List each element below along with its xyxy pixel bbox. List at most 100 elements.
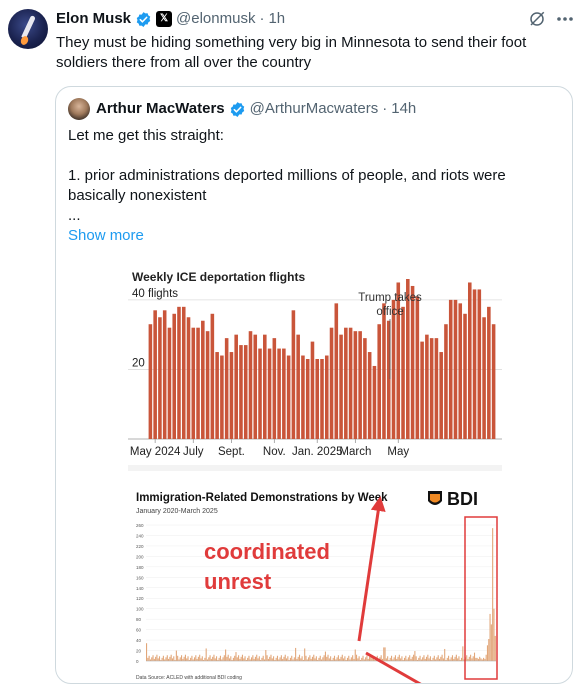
bar xyxy=(401,656,403,661)
bar xyxy=(461,657,463,661)
quote-line: Let me get this straight: xyxy=(68,127,224,144)
bar xyxy=(181,655,183,661)
bar xyxy=(258,348,262,439)
bar xyxy=(370,654,372,661)
annotation-line: coordinated xyxy=(204,539,330,564)
bar xyxy=(157,658,159,661)
bar xyxy=(349,659,351,661)
bar xyxy=(324,355,329,439)
bar xyxy=(192,659,194,661)
bar xyxy=(183,656,185,661)
bar xyxy=(454,656,456,661)
bar xyxy=(426,656,428,661)
bar xyxy=(203,659,205,661)
bar xyxy=(429,338,434,439)
bar xyxy=(297,656,299,661)
bar xyxy=(244,656,246,661)
bar xyxy=(333,655,336,661)
bar xyxy=(324,651,326,661)
bar xyxy=(304,648,306,661)
bar xyxy=(298,654,301,661)
bar xyxy=(490,624,492,661)
bar xyxy=(391,655,393,661)
quote-author-handle[interactable]: @ArthurMacwaters xyxy=(249,100,379,117)
chart1-bars xyxy=(148,279,496,439)
show-more-link[interactable]: Show more xyxy=(68,227,144,244)
bar xyxy=(220,355,224,439)
quote-media[interactable]: Weekly ICE deportation flights 40 flight… xyxy=(128,259,502,683)
chart1-annotation: Trump takes xyxy=(358,292,422,304)
bar xyxy=(196,327,200,439)
bar xyxy=(453,299,458,439)
bar xyxy=(263,334,267,439)
bar xyxy=(275,657,277,661)
bar xyxy=(223,655,225,661)
bar xyxy=(271,658,273,661)
bar xyxy=(439,352,443,439)
quote-header: Arthur MacWaters @ArthurMacwaters · 14h xyxy=(96,100,416,118)
bar xyxy=(267,348,272,439)
bar xyxy=(337,655,339,661)
bar xyxy=(371,658,373,661)
bar xyxy=(210,658,212,661)
bar xyxy=(167,327,172,439)
bar xyxy=(343,658,345,661)
bar xyxy=(315,656,317,661)
bar xyxy=(335,659,337,661)
bar xyxy=(375,657,377,661)
timestamp[interactable]: 1h xyxy=(268,10,286,27)
bar xyxy=(217,659,219,661)
bar xyxy=(208,657,210,661)
bar xyxy=(329,327,334,439)
bar xyxy=(387,656,389,661)
bar xyxy=(234,655,236,661)
bar xyxy=(282,658,284,661)
bar xyxy=(463,313,467,439)
quote-author-name[interactable]: Arthur MacWaters xyxy=(96,100,225,117)
bar xyxy=(393,657,395,661)
bar xyxy=(158,656,161,661)
quoted-tweet[interactable]: Arthur MacWaters @ArthurMacwaters · 14h … xyxy=(55,86,573,684)
bar xyxy=(476,657,478,661)
bar xyxy=(441,654,443,661)
bar xyxy=(247,657,249,661)
bar xyxy=(222,657,224,661)
bar xyxy=(153,658,155,661)
bar xyxy=(440,656,442,661)
bar xyxy=(435,659,437,661)
bar xyxy=(253,658,255,661)
bar xyxy=(458,656,460,661)
author-handle[interactable]: @elonmusk xyxy=(176,10,256,27)
quote-timestamp[interactable]: 14h xyxy=(391,100,417,117)
more-icon[interactable] xyxy=(556,16,574,22)
bar xyxy=(177,306,181,439)
avatar[interactable] xyxy=(8,9,48,49)
y-tick-label: 60 xyxy=(136,628,142,633)
bar xyxy=(345,659,347,661)
quote-avatar[interactable] xyxy=(68,98,90,120)
bar xyxy=(363,659,365,661)
bar xyxy=(226,656,228,661)
bar xyxy=(286,658,288,661)
bar xyxy=(251,657,253,661)
bar xyxy=(477,289,482,439)
bar xyxy=(472,289,477,439)
y-tick-label: 120 xyxy=(136,596,144,601)
chart2-title: Immigration-Related Demonstrations by We… xyxy=(136,492,388,504)
bar xyxy=(320,359,324,439)
x-tick-label: May 2024 xyxy=(130,446,181,458)
author-name[interactable]: Elon Musk xyxy=(56,10,132,27)
x-tick-label: Jan. 2025 xyxy=(292,446,343,458)
bar xyxy=(453,658,455,661)
bar xyxy=(467,658,469,661)
bar xyxy=(423,655,425,661)
bar xyxy=(257,658,259,661)
grok-icon[interactable] xyxy=(528,10,546,28)
verified-badge-icon xyxy=(136,11,151,27)
bar xyxy=(200,658,202,661)
bar xyxy=(225,649,227,661)
y-tick-label: 20 xyxy=(136,649,142,654)
y-tick-label: 100 xyxy=(136,607,144,612)
bar xyxy=(248,331,253,439)
